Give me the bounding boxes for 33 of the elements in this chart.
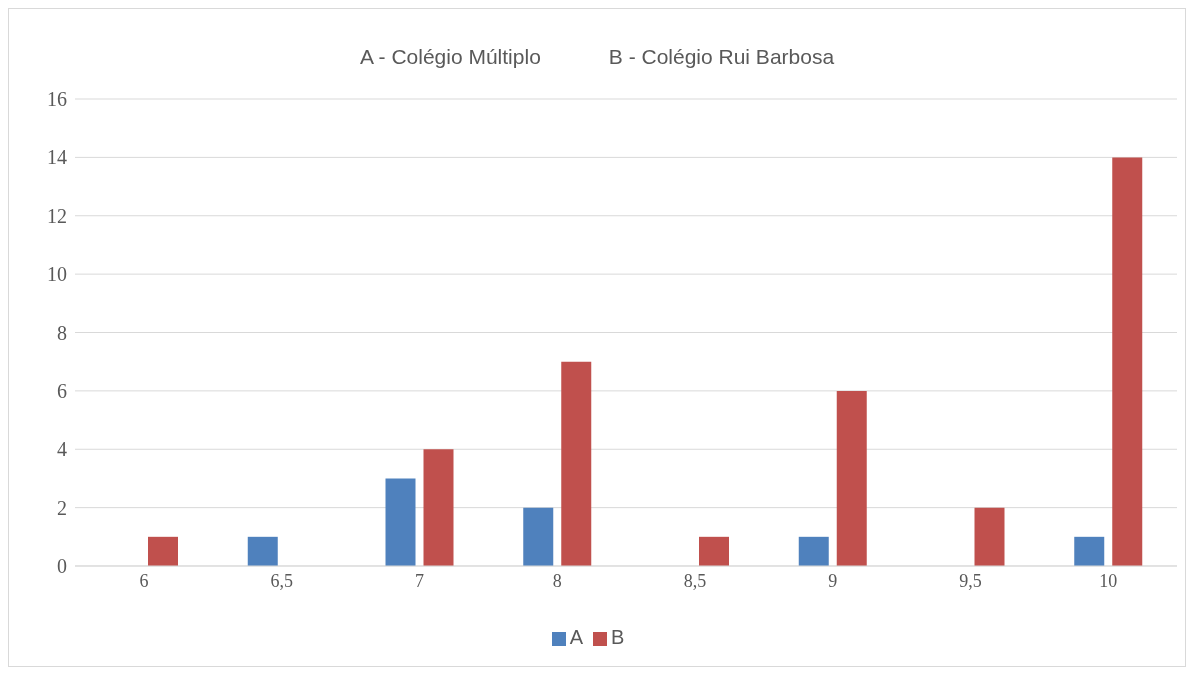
y-tick-label: 8 (57, 321, 67, 344)
bar (523, 507, 554, 566)
bar (247, 536, 278, 566)
bar (1074, 536, 1105, 566)
y-tick-label: 16 (47, 88, 67, 111)
bar (974, 507, 1005, 566)
y-tick-label: 14 (47, 146, 67, 169)
x-tick-label: 6,5 (270, 570, 293, 591)
x-tick-label: 9,5 (959, 570, 982, 591)
bar (561, 361, 592, 566)
bar (699, 536, 729, 566)
x-tick-label: 6 (139, 570, 149, 591)
text: B - Colégio Rui Barbosa (608, 45, 835, 69)
text: A - Colégio Múltiplo (359, 45, 541, 69)
y-tick-label: 12 (47, 204, 67, 227)
y-tick-label: 10 (47, 263, 67, 286)
legend-label: A (569, 626, 583, 648)
x-tick-label: 8,5 (683, 570, 707, 591)
bar (423, 449, 454, 566)
x-tick-label: 7 (414, 570, 424, 591)
bar (798, 536, 829, 566)
y-tick-label: 0 (57, 555, 67, 578)
y-tick-label: 6 (57, 379, 67, 402)
bar (385, 478, 416, 566)
x-tick-label: 9 (828, 570, 838, 591)
bar (148, 536, 178, 566)
x-tick-label: 8 (552, 570, 562, 591)
y-tick-label: 4 (57, 438, 67, 461)
bar (836, 390, 867, 566)
legend-label: B (611, 626, 625, 648)
x-tick-label: 10 (1099, 570, 1118, 591)
y-tick-label: 2 (57, 496, 67, 519)
bar (1112, 157, 1143, 566)
